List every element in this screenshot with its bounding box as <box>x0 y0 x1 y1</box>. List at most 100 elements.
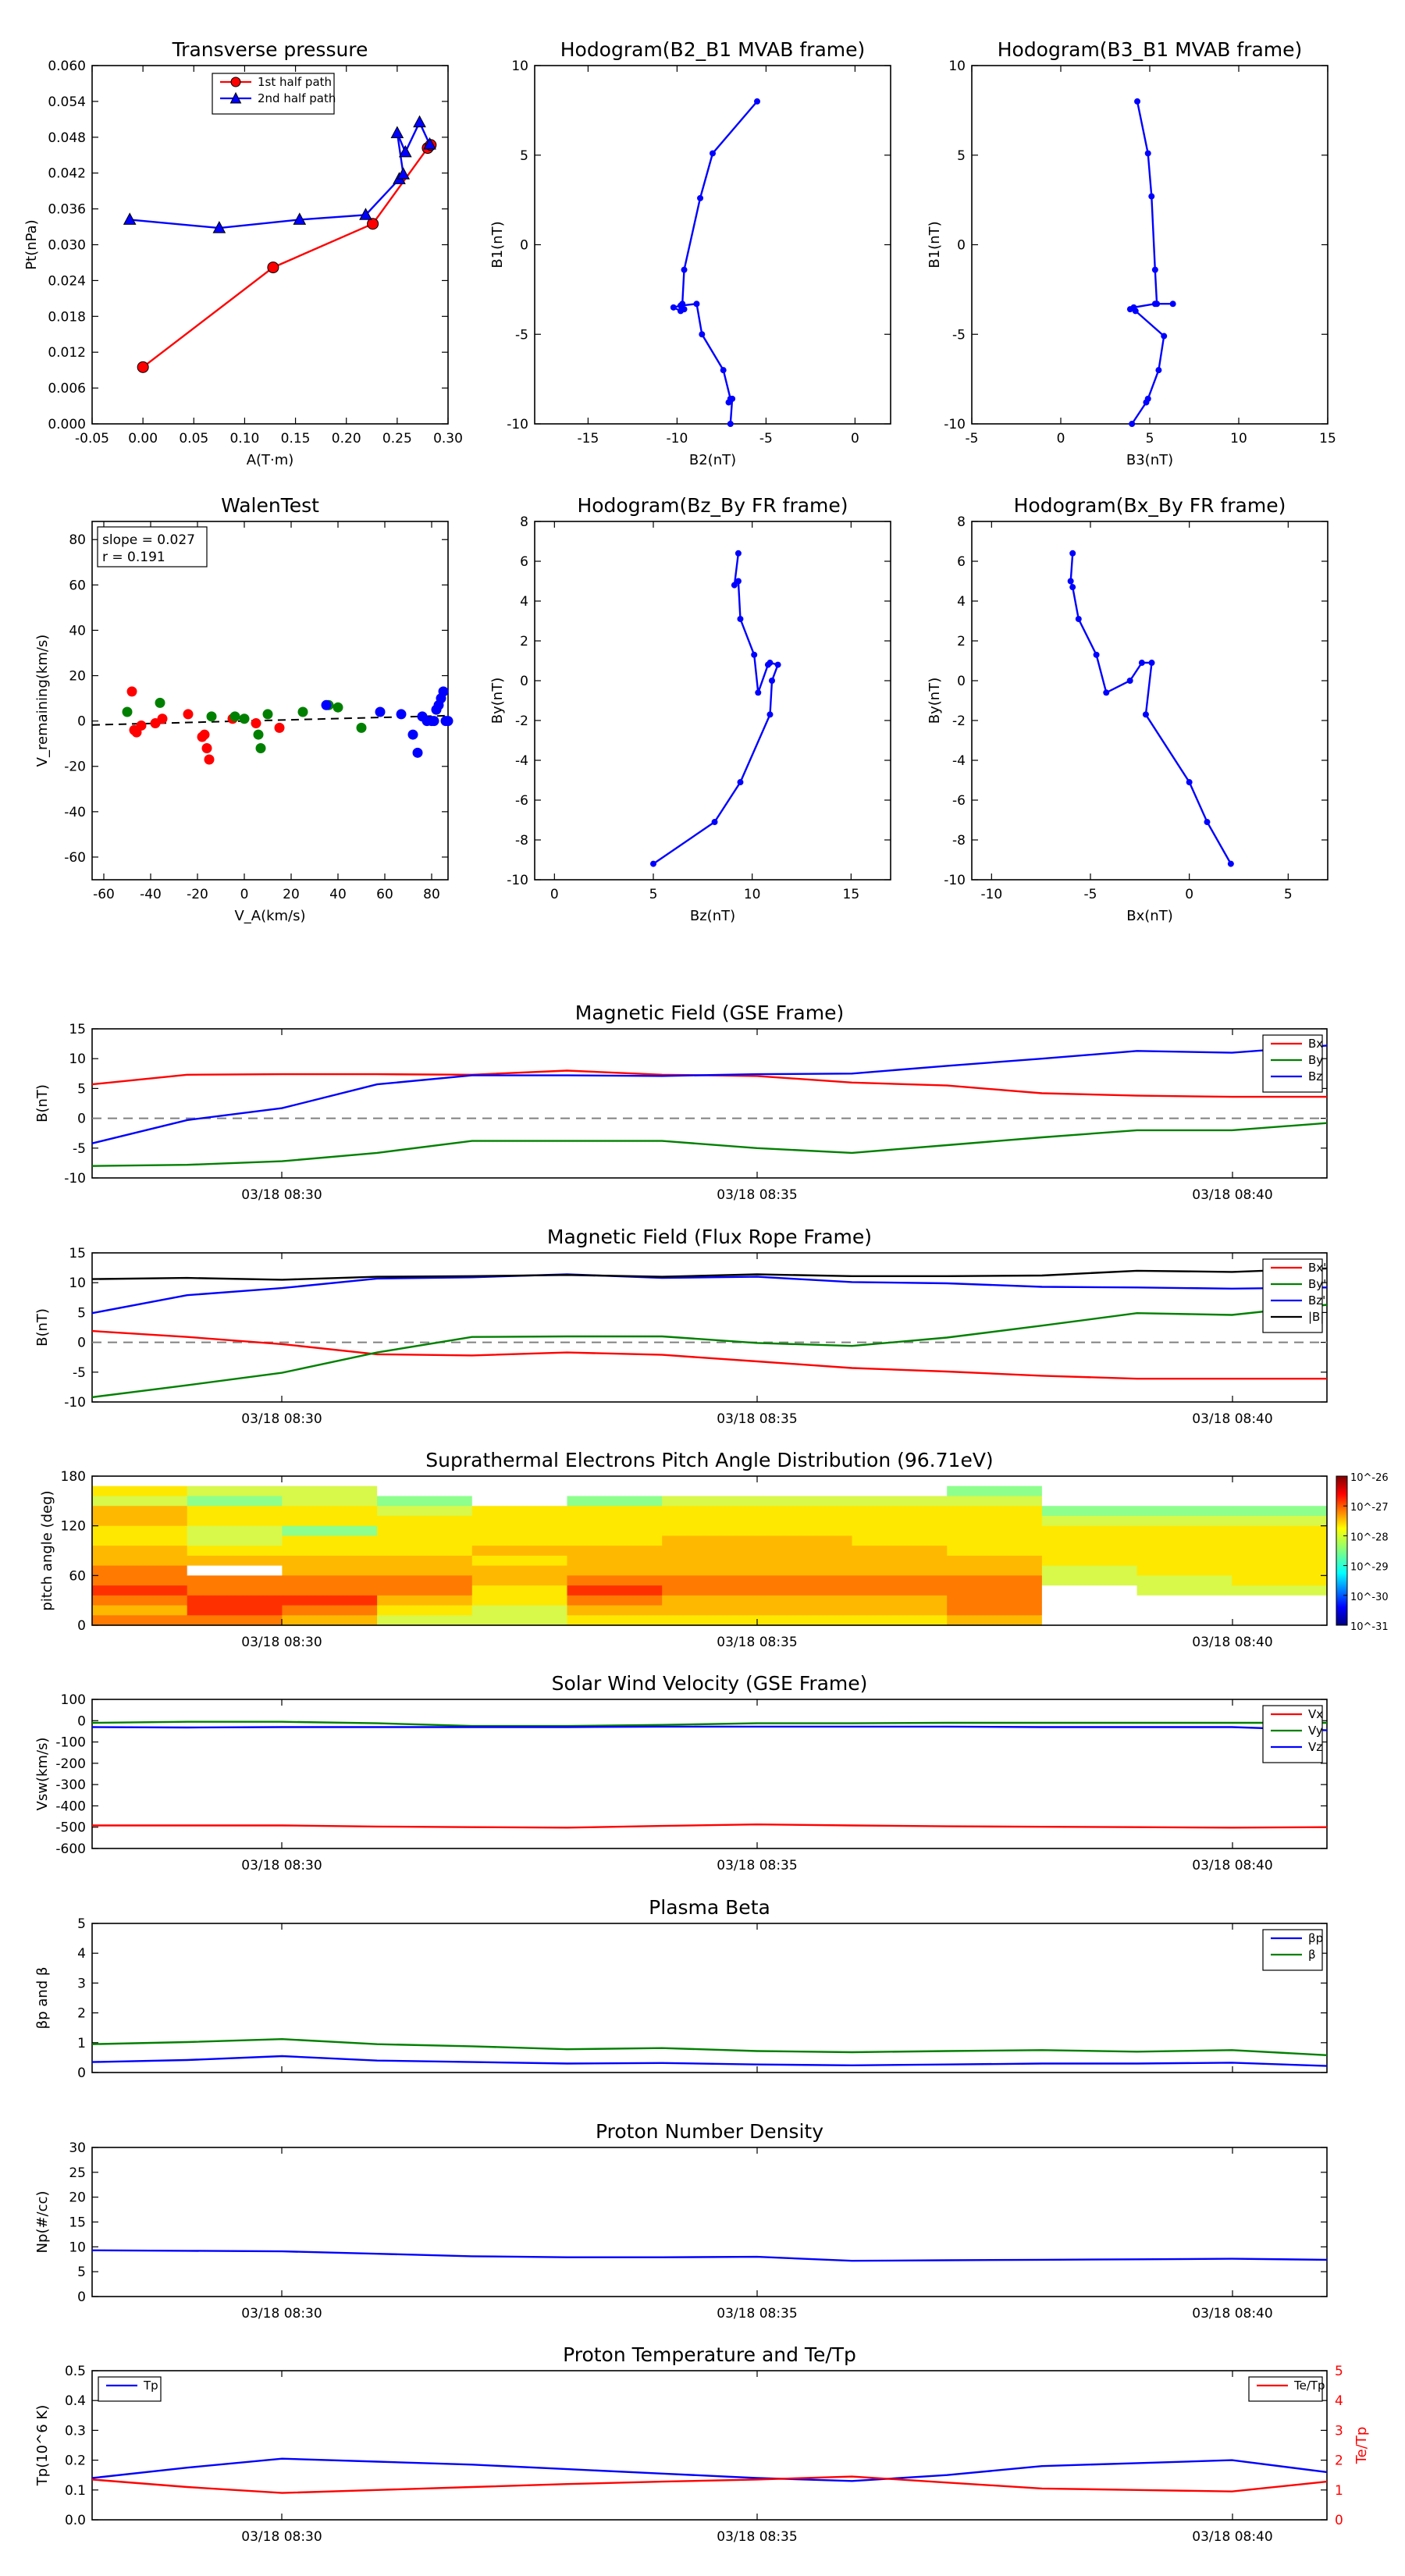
heatmap-cell <box>471 1506 568 1517</box>
hodogram-point <box>720 367 727 374</box>
scatter-point-2 <box>321 699 332 710</box>
scatter-point-1 <box>255 743 266 754</box>
heatmap-cell <box>567 1515 663 1527</box>
heatmap-cell <box>92 1535 188 1546</box>
y-tick-label: -2 <box>952 713 966 729</box>
heatmap-cell <box>282 1565 378 1576</box>
y-tick-label: -8 <box>952 833 966 849</box>
heatmap-cell <box>1232 1565 1328 1576</box>
hodogram-point <box>751 651 758 658</box>
heatmap-cell <box>471 1525 568 1536</box>
heatmap-cell <box>947 1565 1043 1576</box>
annotation-r: r = 0.191 <box>102 550 165 565</box>
hodogram-point <box>1132 308 1139 315</box>
hodogram-point <box>1067 578 1074 585</box>
chart-title: Hodogram(Bx_By FR frame) <box>1014 494 1286 517</box>
heatmap-cell <box>1136 1615 1232 1626</box>
x-tick-label: 0.20 <box>332 431 361 447</box>
scatter-point-1 <box>239 713 250 724</box>
y-tick-label: 10 <box>69 2240 86 2255</box>
heatmap-cell <box>282 1615 378 1626</box>
legend-label: Te/Tp <box>1293 2379 1325 2393</box>
colorbar-tick-label: 10^-26 <box>1350 1472 1389 1484</box>
heatmap-cell <box>1232 1585 1328 1596</box>
heatmap-cell <box>1041 1585 1138 1596</box>
hodogram-point <box>650 860 656 867</box>
series-marker-1 <box>212 221 226 233</box>
heatmap-cell <box>471 1595 568 1606</box>
heatmap-cell <box>567 1605 663 1616</box>
y-tick-label: -300 <box>55 1777 86 1793</box>
y-tick-label: 0.024 <box>48 273 86 289</box>
heatmap-cell <box>756 1595 853 1606</box>
time-tick-label: 03/18 08:40 <box>1192 1858 1272 1873</box>
x-tick-label: 15 <box>1319 431 1336 447</box>
heatmap-cell <box>1232 1615 1328 1626</box>
heatmap-cell <box>852 1525 948 1536</box>
y-axis-label: B1(nT) <box>927 221 943 268</box>
y-tick-label: 60 <box>69 578 86 593</box>
heatmap-cell <box>282 1525 378 1536</box>
y-tick-label: 60 <box>69 1568 86 1584</box>
y-tick-label: -8 <box>515 833 528 849</box>
heatmap-cell <box>1136 1575 1232 1586</box>
y-tick-label: 0.006 <box>48 381 86 397</box>
plot-frame <box>91 1699 1328 1849</box>
heatmap-cell <box>662 1485 758 1496</box>
hodogram-point <box>1227 860 1234 867</box>
scatter-point-0 <box>251 718 261 729</box>
y-tick-label: 10 <box>69 1276 86 1291</box>
panel-mf: Magnetic Field (GSE Frame) B(nT) -10 -5 0 5 10… <box>34 1002 1328 1203</box>
hodogram-point <box>1148 193 1155 200</box>
series-line-2 <box>91 1725 1328 1731</box>
series-line-1 <box>130 119 431 229</box>
heatmap-cell <box>282 1546 378 1557</box>
scatter-point-0 <box>199 729 210 740</box>
y-tick-label: 0 <box>957 238 966 254</box>
time-tick-label: 03/18 08:30 <box>241 1187 322 1203</box>
heatmap-cell <box>756 1535 853 1546</box>
y-tick-label: -10 <box>507 873 528 888</box>
heatmap-cell <box>567 1476 663 1487</box>
x-tick-label: -5 <box>1084 887 1097 902</box>
heatmap-cell <box>92 1605 188 1616</box>
heatmap-cell <box>662 1575 758 1586</box>
y-tick-label: -5 <box>73 1365 86 1381</box>
heatmap-cell <box>92 1555 188 1567</box>
heatmap-cell <box>1136 1546 1232 1557</box>
time-tick-label: 03/18 08:30 <box>241 2529 322 2545</box>
legend-label: Vx <box>1308 1707 1323 1721</box>
legend-label: By <box>1308 1053 1323 1067</box>
heatmap-cell <box>282 1485 378 1496</box>
x-tick-label: 20 <box>283 887 300 902</box>
y-tick-label: 0 <box>77 1618 86 1634</box>
y-tick-label: -5 <box>515 327 528 343</box>
y-axis-label: βp and β <box>34 1967 51 2030</box>
x-tick-label: 5 <box>1284 887 1293 902</box>
heatmap-cell <box>282 1605 378 1616</box>
heatmap-cell <box>377 1476 473 1487</box>
legend <box>98 2376 162 2402</box>
hodogram-point <box>729 395 736 402</box>
y-axis-label: B1(nT) <box>489 221 506 268</box>
y-tick-label: 180 <box>61 1469 86 1485</box>
hodogram-line <box>1127 101 1173 425</box>
y-axis-label: B(nT) <box>34 1308 51 1347</box>
y-axis-label: Np(#/cc) <box>34 2191 51 2254</box>
heatmap-cell <box>1041 1496 1138 1507</box>
hodogram-point <box>737 779 744 786</box>
heatmap-cell <box>852 1595 948 1606</box>
x-tick-label: -60 <box>93 887 115 902</box>
y-tick-label: 0.048 <box>48 130 86 146</box>
heatmap-cell <box>1232 1595 1328 1606</box>
legend <box>1248 2376 1323 2402</box>
y-tick-label: 0 <box>77 1713 86 1729</box>
y-tick-label: 5 <box>77 1305 86 1321</box>
heatmap-cell <box>377 1515 473 1527</box>
heatmap-cell <box>1232 1575 1328 1586</box>
colorbar-tick-label: 10^-31 <box>1350 1621 1389 1633</box>
plot-frame <box>91 1028 1328 1179</box>
scatter-point-0 <box>136 720 147 731</box>
y-tick-label: -10 <box>944 873 966 888</box>
y-tick-label: -6 <box>515 793 528 809</box>
